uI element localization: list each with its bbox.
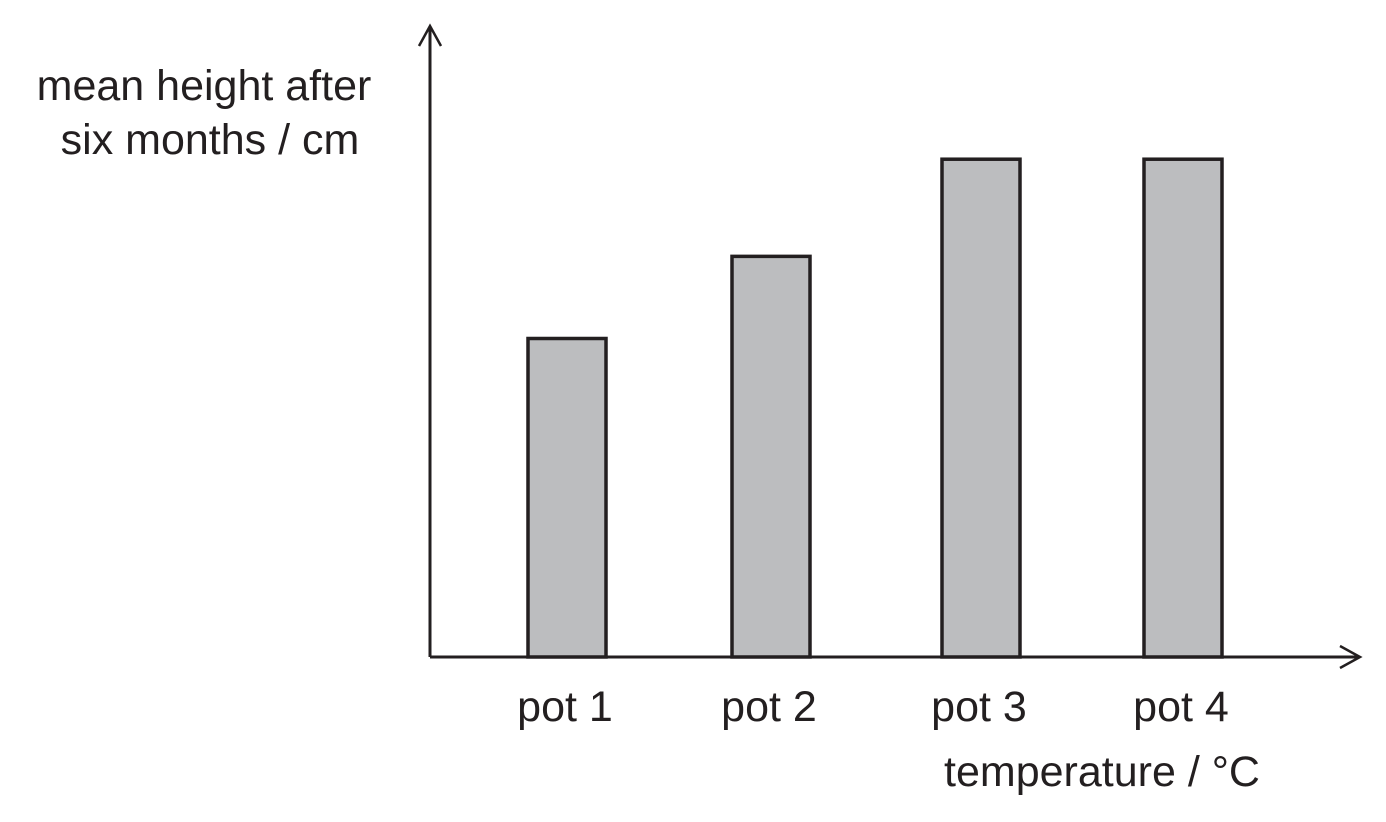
y-axis-label-line-1: mean height after	[37, 62, 372, 110]
bar-pot-4	[1142, 157, 1224, 659]
y-axis-label-line-2: six months / cm	[61, 116, 360, 164]
x-tick-labels: pot 1 pot 2 pot 3 pot 4	[517, 683, 1229, 731]
bar-pot-2	[730, 254, 812, 659]
y-axis-arrowhead	[417, 23, 443, 47]
x-tick-label-pot-4: pot 4	[1133, 683, 1229, 731]
bar-pot-1	[526, 336, 608, 659]
x-axis-arrowhead	[1339, 644, 1363, 670]
bar-pot-3	[940, 157, 1022, 659]
x-axis-label: temperature / °C	[944, 748, 1260, 796]
x-tick-label-pot-3: pot 3	[931, 683, 1027, 731]
bars-group	[526, 157, 1224, 659]
x-tick-label-pot-1: pot 1	[517, 683, 613, 731]
x-tick-label-pot-2: pot 2	[721, 683, 817, 731]
